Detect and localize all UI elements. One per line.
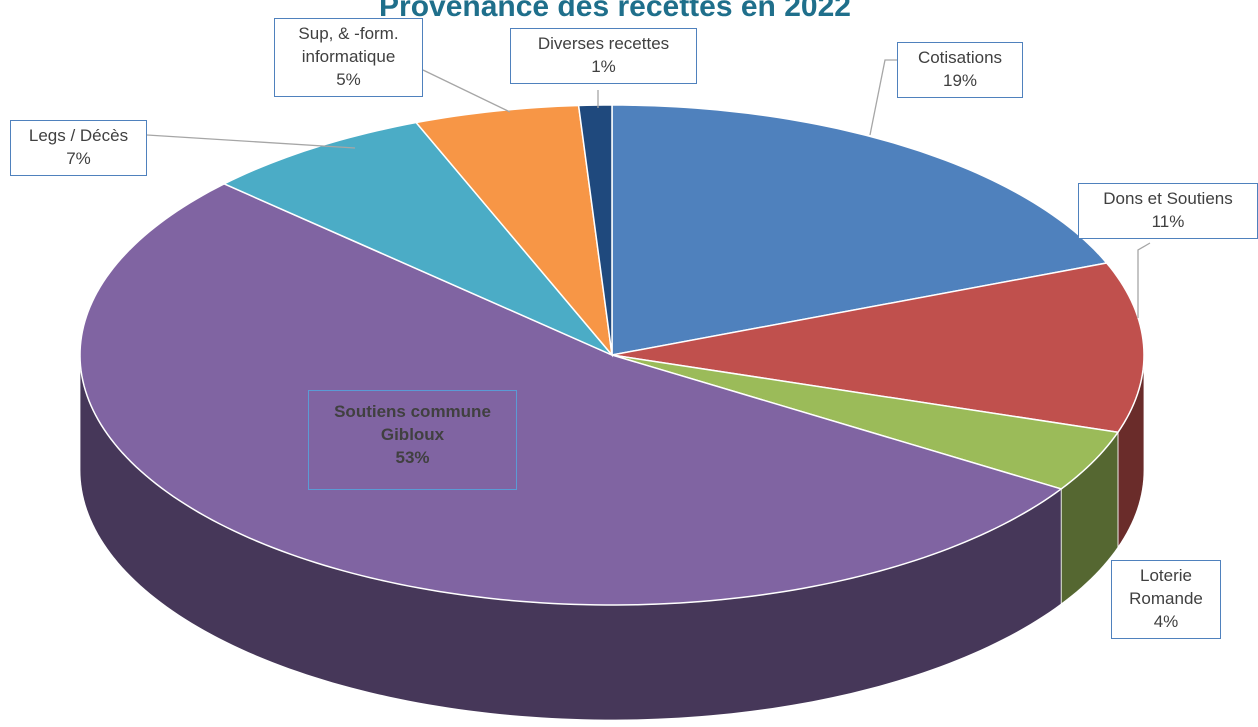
slice [222,121,613,356]
data-label: Legs / Décès 7% [10,120,147,176]
leader-lines [146,59,1151,318]
leader-line [1137,242,1151,318]
slice [611,104,1109,356]
label-category: Dons et Soutiens [1103,189,1233,208]
data-label: Loterie Romande 4% [1111,560,1221,639]
data-label: Cotisations 19% [897,42,1023,98]
slice [577,104,613,356]
data-label: Diverses recettes 1% [510,28,697,84]
label-category: Cotisations [917,48,1003,67]
leader-line [869,59,897,136]
data-label: Sup, & -form. informatique 5% [274,18,423,97]
label-category: Legs / Décès [28,126,129,145]
label-value: 19% [942,70,978,90]
slice [611,354,1120,490]
label-category: Sup, & -form. informatique [298,24,399,66]
label-category: Soutiens commune Gibloux [334,402,491,444]
label-value: 53% [395,447,430,467]
slice [611,262,1145,434]
data-label: Dons et Soutiens 11% [1078,183,1258,239]
label-value: 5% [336,69,361,89]
slice [414,104,614,358]
label-value: 11% [1151,211,1185,231]
pie [79,104,1145,721]
leader-line [146,134,356,149]
chart-title: Provenance des recettes en 2022 [379,0,851,23]
label-value: 1% [591,56,616,76]
leader-line [422,69,511,113]
label-value: 7% [66,148,91,168]
slice [79,183,1063,606]
label-category: Diverses recettes [537,34,670,53]
label-category: Loterie Romande [1129,566,1203,608]
label-value: 4% [1153,611,1179,631]
data-label: Soutiens commune Gibloux 53% [308,390,517,490]
